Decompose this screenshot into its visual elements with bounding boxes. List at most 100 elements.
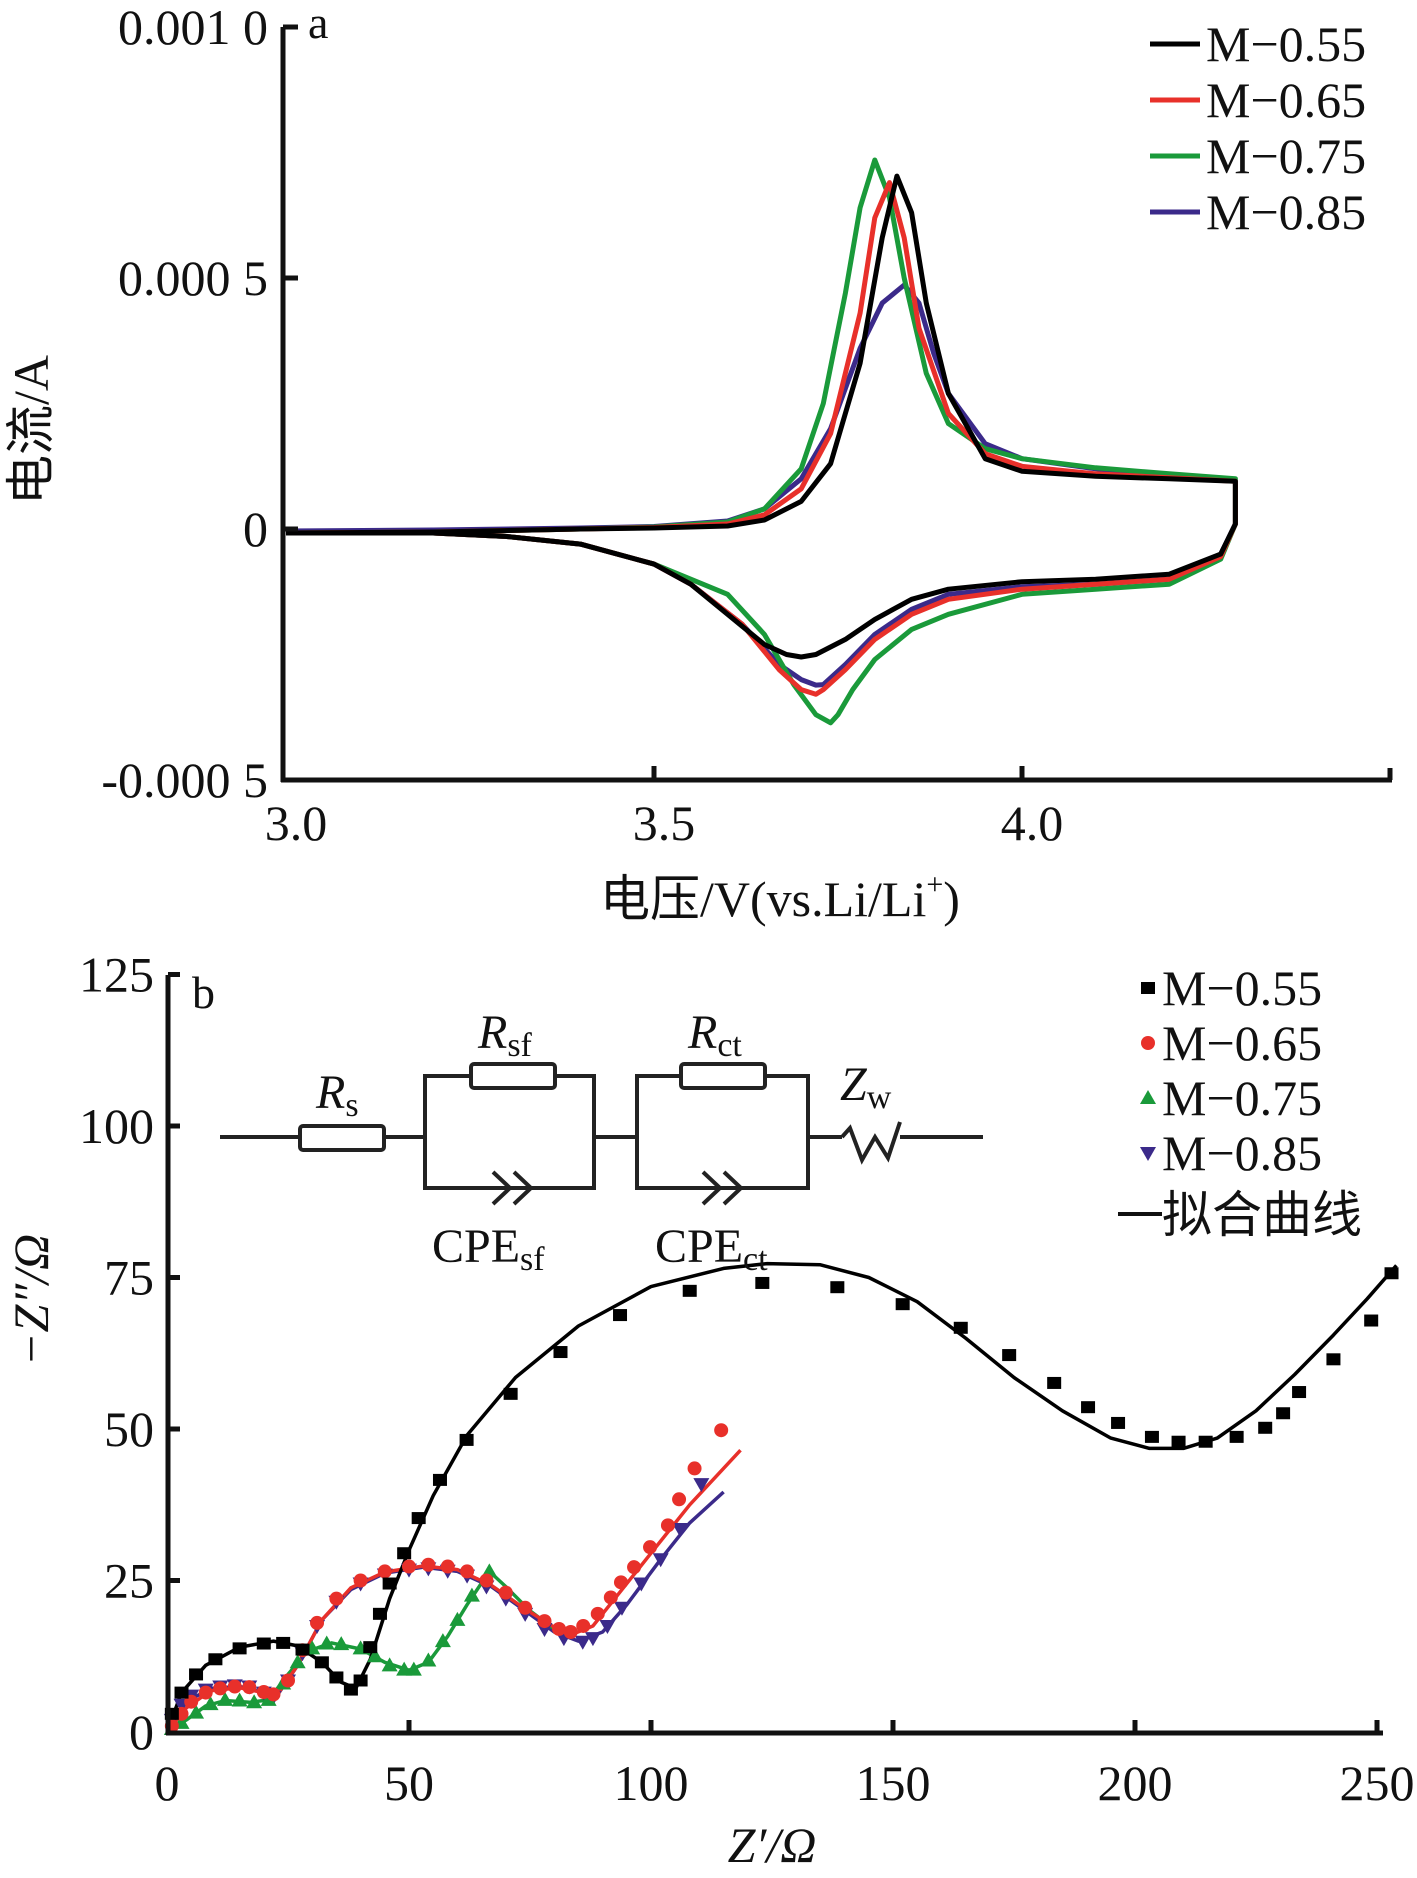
cv-legend-label: M−0.65	[1206, 72, 1366, 128]
rs-label-sub: s	[345, 1087, 358, 1124]
eis-point-m-065	[353, 1573, 368, 1588]
rct-parallel-block	[635, 1074, 842, 1190]
cpe-ct-icon	[701, 1170, 744, 1206]
eis-point-m-085	[574, 1635, 591, 1650]
eis-point-m-055	[382, 1577, 397, 1590]
eis-legend-marker	[1141, 982, 1155, 994]
eis-point-m-085	[672, 1522, 689, 1537]
eis-point-m-065	[672, 1492, 687, 1507]
eis-point-m-065	[281, 1673, 295, 1688]
eis-point-m-055	[503, 1387, 518, 1400]
cv-curve-m-065	[285, 180, 1238, 697]
eis-point-m-055	[1276, 1407, 1291, 1420]
eis-point-m-085	[633, 1577, 650, 1592]
eis-point-m-065	[310, 1615, 325, 1630]
cpe-sf-label: CPEsf	[432, 1220, 545, 1278]
eis-point-m-085	[693, 1478, 710, 1493]
cv-x-axis-title: 电压/V(vs.Li/Li+)	[600, 868, 960, 927]
eis-point-m-065	[198, 1685, 213, 1700]
eis-point-m-055	[755, 1276, 770, 1289]
eis-point-m-055	[1002, 1349, 1017, 1362]
cv-y-tick-label: 0.000 5	[118, 250, 268, 306]
cpe-ct-label-sub: ct	[743, 1241, 768, 1278]
eis-point-m-075	[333, 1636, 350, 1651]
eis-point-m-055	[1081, 1401, 1096, 1414]
eis-point-m-085	[613, 1601, 630, 1616]
eis-point-m-075	[367, 1648, 384, 1663]
eis-fit-m-055	[165, 1261, 1398, 1733]
cv-x-axis-title-main: 电压/V(vs.Li/Li	[600, 871, 926, 927]
eis-point-m-055	[232, 1642, 247, 1655]
cv-legend-label: M−0.75	[1206, 128, 1366, 184]
eis-y-ticks: 0 25 50 75 100 125	[79, 947, 180, 1760]
eis-point-m-075	[246, 1694, 263, 1709]
warburg-element-icon	[840, 1121, 983, 1165]
eis-legend-fit-label: 拟合曲线	[1162, 1187, 1362, 1243]
eis-point-m-055	[830, 1281, 845, 1294]
cv-series-group	[285, 157, 1238, 726]
eis-point-m-075	[449, 1611, 466, 1626]
eis-y-axis-title: −Z″/Ω	[3, 1234, 59, 1366]
eis-point-m-065	[498, 1585, 513, 1600]
rct-resistor	[679, 1062, 767, 1090]
eis-legend-marker	[1140, 1147, 1156, 1161]
eis-point-m-055	[372, 1607, 387, 1620]
eis-point-m-055	[295, 1643, 310, 1656]
cv-y-ticks: -0.000 5 0 0.000 5 0.001 0	[101, 0, 298, 808]
eis-y-tick-label: 100	[79, 1098, 154, 1154]
cv-x-axis-title-sup: +	[926, 868, 943, 901]
eis-point-m-055	[1384, 1267, 1399, 1280]
eis-point-m-055	[1292, 1386, 1307, 1399]
rsf-label: Rsf	[477, 1006, 533, 1064]
eis-point-m-055	[329, 1671, 344, 1684]
panel-label-a: a	[308, 0, 328, 48]
eis-point-m-075	[381, 1657, 398, 1672]
eis-point-m-055	[397, 1547, 412, 1560]
eis-point-m-055	[1171, 1435, 1186, 1448]
eis-point-m-055	[276, 1636, 291, 1649]
eis-point-m-055	[174, 1686, 189, 1699]
rs-label-main: R	[315, 1066, 345, 1119]
eis-point-m-065	[627, 1560, 642, 1575]
cv-legend: M−0.55M−0.65M−0.75M−0.85	[1150, 16, 1366, 240]
eis-point-m-075	[463, 1587, 480, 1602]
rsf-resistor	[469, 1062, 557, 1090]
eis-point-m-085	[584, 1632, 601, 1647]
eis-point-m-075	[188, 1704, 205, 1719]
rsf-label-sub: sf	[507, 1027, 532, 1064]
eis-point-m-065	[518, 1600, 533, 1615]
eis-point-m-075	[318, 1635, 335, 1650]
rsf-label-main: R	[477, 1006, 507, 1059]
eis-point-m-065	[227, 1679, 242, 1694]
eis-point-m-065	[213, 1681, 228, 1696]
eis-point-m-055	[682, 1284, 697, 1297]
eis-point-m-055	[1364, 1314, 1379, 1327]
eis-point-m-055	[553, 1346, 568, 1359]
eis-point-m-065	[714, 1423, 729, 1438]
eis-point-m-055	[208, 1653, 223, 1666]
eis-legend: M−0.55M−0.65M−0.75M−0.85 拟合曲线	[1118, 960, 1362, 1243]
cv-y-tick-label: 0.001 0	[118, 0, 268, 55]
eis-y-tick-label: 75	[104, 1250, 154, 1306]
eis-point-m-065	[460, 1564, 475, 1579]
eis-legend-label: M−0.65	[1162, 1015, 1322, 1071]
eis-x-tick-label: 150	[856, 1755, 931, 1811]
cv-legend-label: M−0.55	[1206, 16, 1366, 72]
eis-point-m-075	[231, 1692, 248, 1707]
eis-x-tick-label: 250	[1340, 1755, 1415, 1811]
zw-label-main: Z	[840, 1058, 868, 1111]
rsf-parallel-block	[423, 1074, 637, 1190]
eis-point-m-065	[440, 1559, 455, 1574]
eis-point-m-055	[1144, 1430, 1159, 1443]
eis-y-tick-label: 25	[104, 1553, 154, 1609]
eis-point-m-055	[432, 1473, 447, 1486]
eis-point-m-065	[537, 1614, 552, 1629]
eis-point-m-075	[217, 1691, 234, 1706]
rs-label: Rs	[315, 1066, 359, 1124]
eis-x-tick-label: 200	[1098, 1755, 1173, 1811]
eis-legend-marker	[1141, 1036, 1155, 1050]
eis-point-m-065	[377, 1564, 392, 1579]
eis-legend-label: M−0.55	[1162, 960, 1322, 1016]
eis-legend-marker	[1140, 1090, 1156, 1104]
cpe-ct-label-main: CPE	[655, 1220, 743, 1273]
